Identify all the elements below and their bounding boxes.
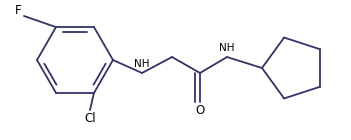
Text: F: F bbox=[15, 4, 21, 17]
Text: Cl: Cl bbox=[84, 111, 96, 124]
Text: O: O bbox=[196, 104, 205, 117]
Text: NH: NH bbox=[219, 43, 235, 53]
Text: NH: NH bbox=[134, 59, 150, 69]
